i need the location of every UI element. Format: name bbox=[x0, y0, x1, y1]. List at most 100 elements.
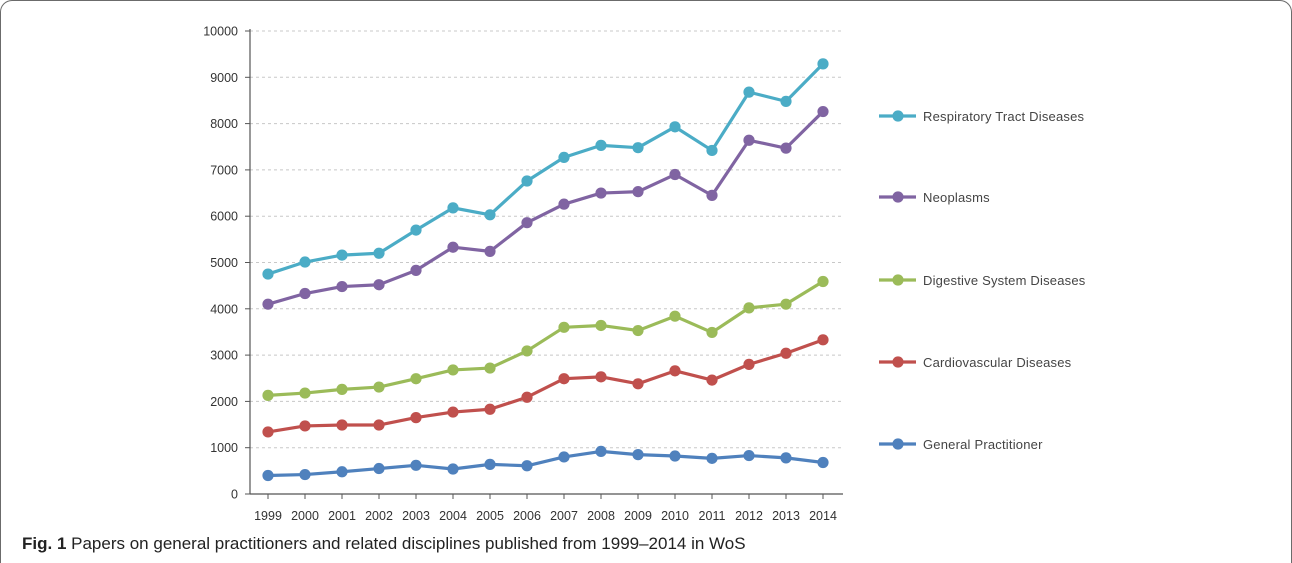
series-neoplasms bbox=[262, 105, 829, 310]
data-point bbox=[669, 168, 681, 181]
data-point bbox=[780, 347, 792, 359]
y-axis-ticks: 0 1000 2000 3000 4000 5000 6000 7000 8000 9000 100… bbox=[203, 25, 250, 502]
gridlines bbox=[250, 30, 843, 449]
legend-label: Neoplasms bbox=[923, 190, 990, 205]
data-point bbox=[299, 420, 311, 432]
data-point bbox=[336, 466, 348, 478]
series-cardiovascular-diseases bbox=[262, 334, 829, 438]
data-point bbox=[595, 187, 607, 199]
legend-swatch-marker bbox=[892, 191, 904, 203]
x-tick-label: 2014 bbox=[809, 509, 837, 523]
data-point bbox=[410, 264, 422, 276]
data-point bbox=[817, 275, 829, 288]
y-tick-label: 8000 bbox=[210, 117, 238, 131]
legend-item: Cardiovascular Diseases bbox=[879, 355, 1071, 370]
data-point bbox=[558, 198, 570, 210]
x-tick-label: 2002 bbox=[365, 509, 393, 523]
data-point bbox=[373, 279, 385, 291]
data-point bbox=[558, 373, 570, 385]
data-point bbox=[706, 144, 718, 157]
legend-item: Neoplasms bbox=[879, 190, 990, 205]
y-tick-label: 1000 bbox=[210, 441, 238, 455]
data-point bbox=[595, 445, 607, 458]
data-point bbox=[447, 463, 459, 475]
legend-item: General Practitioner bbox=[879, 437, 1043, 452]
series-line bbox=[267, 338, 824, 434]
data-point bbox=[632, 324, 644, 337]
series-line bbox=[267, 110, 825, 306]
data-point bbox=[706, 326, 718, 339]
data-point bbox=[706, 374, 718, 386]
legend-label: General Practitioner bbox=[923, 437, 1043, 452]
data-point bbox=[262, 426, 274, 438]
data-point bbox=[817, 105, 829, 118]
data-point bbox=[632, 449, 644, 461]
y-tick-label: 4000 bbox=[210, 302, 238, 316]
y-tick-label: 9000 bbox=[210, 71, 238, 85]
y-tick-label: 0 bbox=[231, 488, 238, 502]
data-point bbox=[558, 321, 570, 333]
x-tick-label: 2008 bbox=[587, 509, 615, 523]
legend-label: Digestive System Diseases bbox=[923, 273, 1086, 288]
legend: Respiratory Tract Diseases Neoplasms Diges… bbox=[879, 109, 1086, 452]
data-point bbox=[706, 189, 718, 201]
data-point bbox=[447, 202, 459, 214]
series-line bbox=[267, 280, 824, 397]
x-tick-label: 2000 bbox=[291, 509, 319, 523]
data-point bbox=[706, 452, 718, 464]
data-point bbox=[817, 456, 829, 469]
data-point bbox=[558, 451, 570, 463]
data-point bbox=[410, 224, 422, 236]
data-point bbox=[780, 298, 792, 310]
legend-swatch-marker bbox=[892, 110, 904, 122]
legend-swatch-marker bbox=[892, 356, 904, 368]
y-tick-label: 2000 bbox=[210, 395, 238, 409]
legend-swatch-marker bbox=[892, 274, 904, 286]
data-point bbox=[373, 381, 385, 393]
axes bbox=[249, 29, 843, 495]
legend-item: Respiratory Tract Diseases bbox=[879, 109, 1085, 124]
data-point bbox=[743, 86, 755, 98]
legend-label: Respiratory Tract Diseases bbox=[923, 109, 1085, 124]
x-tick-label: 2012 bbox=[735, 509, 763, 523]
x-tick-label: 2003 bbox=[402, 509, 430, 523]
data-point bbox=[373, 419, 385, 431]
series-digestive-system-diseases bbox=[262, 275, 829, 401]
x-tick-label: 2009 bbox=[624, 509, 652, 523]
data-point bbox=[262, 268, 274, 280]
data-point bbox=[447, 241, 459, 253]
data-point bbox=[780, 452, 792, 464]
data-point bbox=[669, 310, 681, 322]
x-tick-label: 2011 bbox=[699, 509, 726, 523]
series-general-practitioner bbox=[262, 445, 829, 482]
data-point bbox=[743, 358, 755, 370]
x-tick-label: 2010 bbox=[661, 509, 689, 523]
data-point bbox=[521, 175, 533, 187]
data-point bbox=[484, 403, 496, 415]
data-point bbox=[743, 134, 755, 146]
figure-label: Fig. 1 bbox=[22, 534, 67, 553]
data-point bbox=[817, 334, 829, 346]
data-point bbox=[262, 298, 274, 310]
data-point bbox=[484, 362, 496, 374]
data-point bbox=[743, 449, 755, 462]
data-point bbox=[632, 378, 644, 390]
y-tick-label: 6000 bbox=[210, 210, 238, 224]
data-point bbox=[595, 371, 607, 383]
data-point bbox=[595, 139, 607, 151]
data-point bbox=[484, 209, 496, 221]
data-point bbox=[262, 469, 274, 482]
data-point bbox=[299, 387, 311, 399]
y-tick-label: 3000 bbox=[210, 349, 238, 363]
data-point bbox=[521, 460, 533, 472]
x-tick-label: 1999 bbox=[254, 509, 282, 523]
data-point bbox=[632, 142, 644, 154]
x-tick-label: 2004 bbox=[439, 509, 467, 523]
data-point bbox=[780, 142, 792, 154]
x-tick-label: 2007 bbox=[550, 509, 578, 523]
x-tick-label: 2013 bbox=[772, 509, 800, 523]
data-point bbox=[669, 365, 681, 377]
data-point bbox=[669, 450, 681, 462]
series-line bbox=[267, 62, 825, 276]
